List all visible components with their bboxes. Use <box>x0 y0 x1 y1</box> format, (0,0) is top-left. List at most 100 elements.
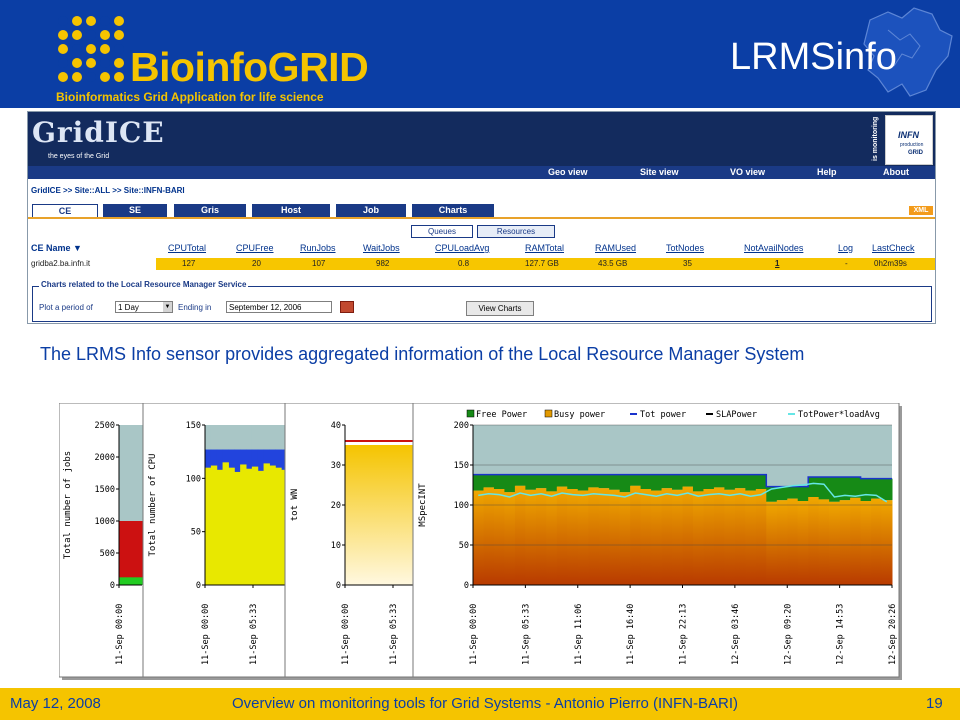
nav-about[interactable]: About <box>883 167 909 177</box>
col-cputotal[interactable]: CPUTotal <box>168 243 207 253</box>
calendar-icon[interactable] <box>340 301 354 313</box>
col-ce-name[interactable]: CE Name ▼ <box>31 243 82 253</box>
free-power-bar <box>577 474 589 491</box>
col-totnodes[interactable]: TotNodes <box>666 243 705 253</box>
col-log[interactable]: Log <box>838 243 854 253</box>
free-power-bar <box>588 474 600 488</box>
col-waitjobs[interactable]: WaitJobs <box>363 243 400 253</box>
cell-ce-name[interactable]: gridba2.ba.infn.it <box>31 259 91 268</box>
x-tick-label: 12-Sep 20:26 <box>888 604 898 665</box>
busy-power-bar <box>745 490 757 585</box>
logo-dot <box>100 44 110 54</box>
y-tick-label: 0 <box>336 581 341 591</box>
y-tick-label: 1500 <box>95 485 115 495</box>
free-power-bar <box>535 474 547 489</box>
tab-gris[interactable]: Gris <box>174 204 246 217</box>
busy-power-bar <box>850 497 862 585</box>
cell-log: - <box>845 259 848 268</box>
free-power-bar <box>630 474 642 486</box>
col-runjobs[interactable]: RunJobs <box>300 243 336 253</box>
col-ramused[interactable]: RAMUsed <box>595 243 637 253</box>
free-power-bar <box>504 474 516 493</box>
busy-power-bar <box>724 489 736 585</box>
chart-panel-4: Free Power Busy power Tot power SLAPower Tot… <box>412 403 902 680</box>
free-power-bar <box>745 474 757 491</box>
nav-geo-view[interactable]: Geo view <box>548 167 588 177</box>
free-power-bar <box>483 474 495 488</box>
x-tick-label: 11-Sep 22:13 <box>679 604 689 665</box>
view-charts-button[interactable]: View Charts <box>466 301 534 316</box>
tab-se[interactable]: SE <box>103 204 167 217</box>
busy-power-bar <box>514 485 526 585</box>
cell-notavailnodes[interactable]: 1 <box>775 259 780 268</box>
free-power-bar <box>871 478 883 499</box>
period-value: 1 Day <box>118 303 139 312</box>
tab-job[interactable]: Job <box>336 204 406 217</box>
area-wn <box>345 445 413 585</box>
busy-power-bar <box>808 497 820 585</box>
footer-center: Overview on monitoring tools for Grid Sy… <box>232 695 738 712</box>
x-tick-label: 12-Sep 03:46 <box>731 604 741 665</box>
free-power-bar <box>525 474 537 490</box>
free-power-bar <box>818 477 830 500</box>
gridice-logo: GridICE <box>32 116 165 149</box>
area-bar <box>263 463 270 585</box>
busy-power-bar <box>797 501 809 585</box>
free-power-bar <box>567 474 579 489</box>
is-monitoring-label: is monitoring <box>872 117 879 161</box>
free-power-bar <box>755 474 767 489</box>
col-cpufree[interactable]: CPUFree <box>236 243 274 253</box>
busy-power-bar <box>672 489 683 585</box>
europe-map-icon <box>863 7 953 97</box>
area-bar <box>234 471 241 585</box>
nav-site-view[interactable]: Site view <box>640 167 679 177</box>
ending-date-field[interactable]: September 12, 2006 <box>226 301 332 313</box>
nav-help[interactable]: Help <box>817 167 837 177</box>
breadcrumb[interactable]: GridICE >> Site::ALL >> Site::INFN-BARI <box>31 186 185 195</box>
busy-power-bar <box>598 488 610 585</box>
logo-dot <box>100 58 110 68</box>
col-ramtotal[interactable]: RAMTotal <box>525 243 565 253</box>
tab-host[interactable]: Host <box>252 204 330 217</box>
y-tick-label: 100 <box>454 501 469 511</box>
infn-name: INFN <box>898 130 919 140</box>
logo-title: BioinfoGRID <box>130 44 369 90</box>
period-select[interactable]: 1 Day ▼ <box>115 301 173 313</box>
legend-label: TotPower*loadAvg <box>798 410 880 420</box>
logo-dot <box>58 30 68 40</box>
tab-charts[interactable]: Charts <box>412 204 494 217</box>
logo-dot <box>86 16 96 26</box>
slide-header: BioinfoGRID Bioinformatics Grid Applicat… <box>0 0 960 108</box>
busy-power-bar <box>525 489 537 585</box>
col-cpuloadavg[interactable]: CPULoadAvg <box>435 243 490 253</box>
chart-panel-1: 0 500 1000 1500 2000 2500 Total number of jobs… <box>59 403 149 680</box>
x-tick-label: 11-Sep 05:33 <box>389 604 399 665</box>
tab-ce[interactable]: CE <box>32 204 98 218</box>
logo-dot <box>58 44 68 54</box>
subtab-queues[interactable]: Queues <box>411 225 473 238</box>
legend-label: Free Power <box>476 410 527 420</box>
busy-power-bar <box>546 491 558 585</box>
area-bar <box>246 468 253 585</box>
cell-lastcheck: 0h2m39s <box>874 259 907 268</box>
area-bar <box>119 577 131 585</box>
col-notavailnodes[interactable]: NotAvailNodes <box>744 243 804 253</box>
ce-table-header: CE Name ▼ CPUTotal CPUFree RunJobs WaitJ… <box>28 243 935 255</box>
nav-vo-view[interactable]: VO view <box>730 167 766 177</box>
xml-button[interactable]: XML <box>909 206 933 215</box>
free-power-bar <box>829 477 841 502</box>
logo-dot <box>86 30 96 40</box>
cell-ramused: 43.5 GB <box>598 259 628 268</box>
area-bar <box>240 464 247 585</box>
logo-dot <box>72 72 82 82</box>
logo-dot <box>114 58 124 68</box>
slide-description: The LRMS Info sensor provides aggregated… <box>40 344 805 364</box>
logo-dot <box>86 58 96 68</box>
is-monitoring-text: is monitoring <box>872 117 879 161</box>
free-power-bar <box>724 474 736 490</box>
col-lastcheck[interactable]: LastCheck <box>872 243 915 253</box>
logo-dot <box>86 72 96 82</box>
charts-form: Charts related to the Local Resource Man… <box>32 280 932 322</box>
chart-panel-3: 0 10 20 30 40 tot WN 11-Sep 00:00 11-Sep 05:33 <box>284 403 419 680</box>
subtab-resources[interactable]: Resources <box>477 225 555 238</box>
